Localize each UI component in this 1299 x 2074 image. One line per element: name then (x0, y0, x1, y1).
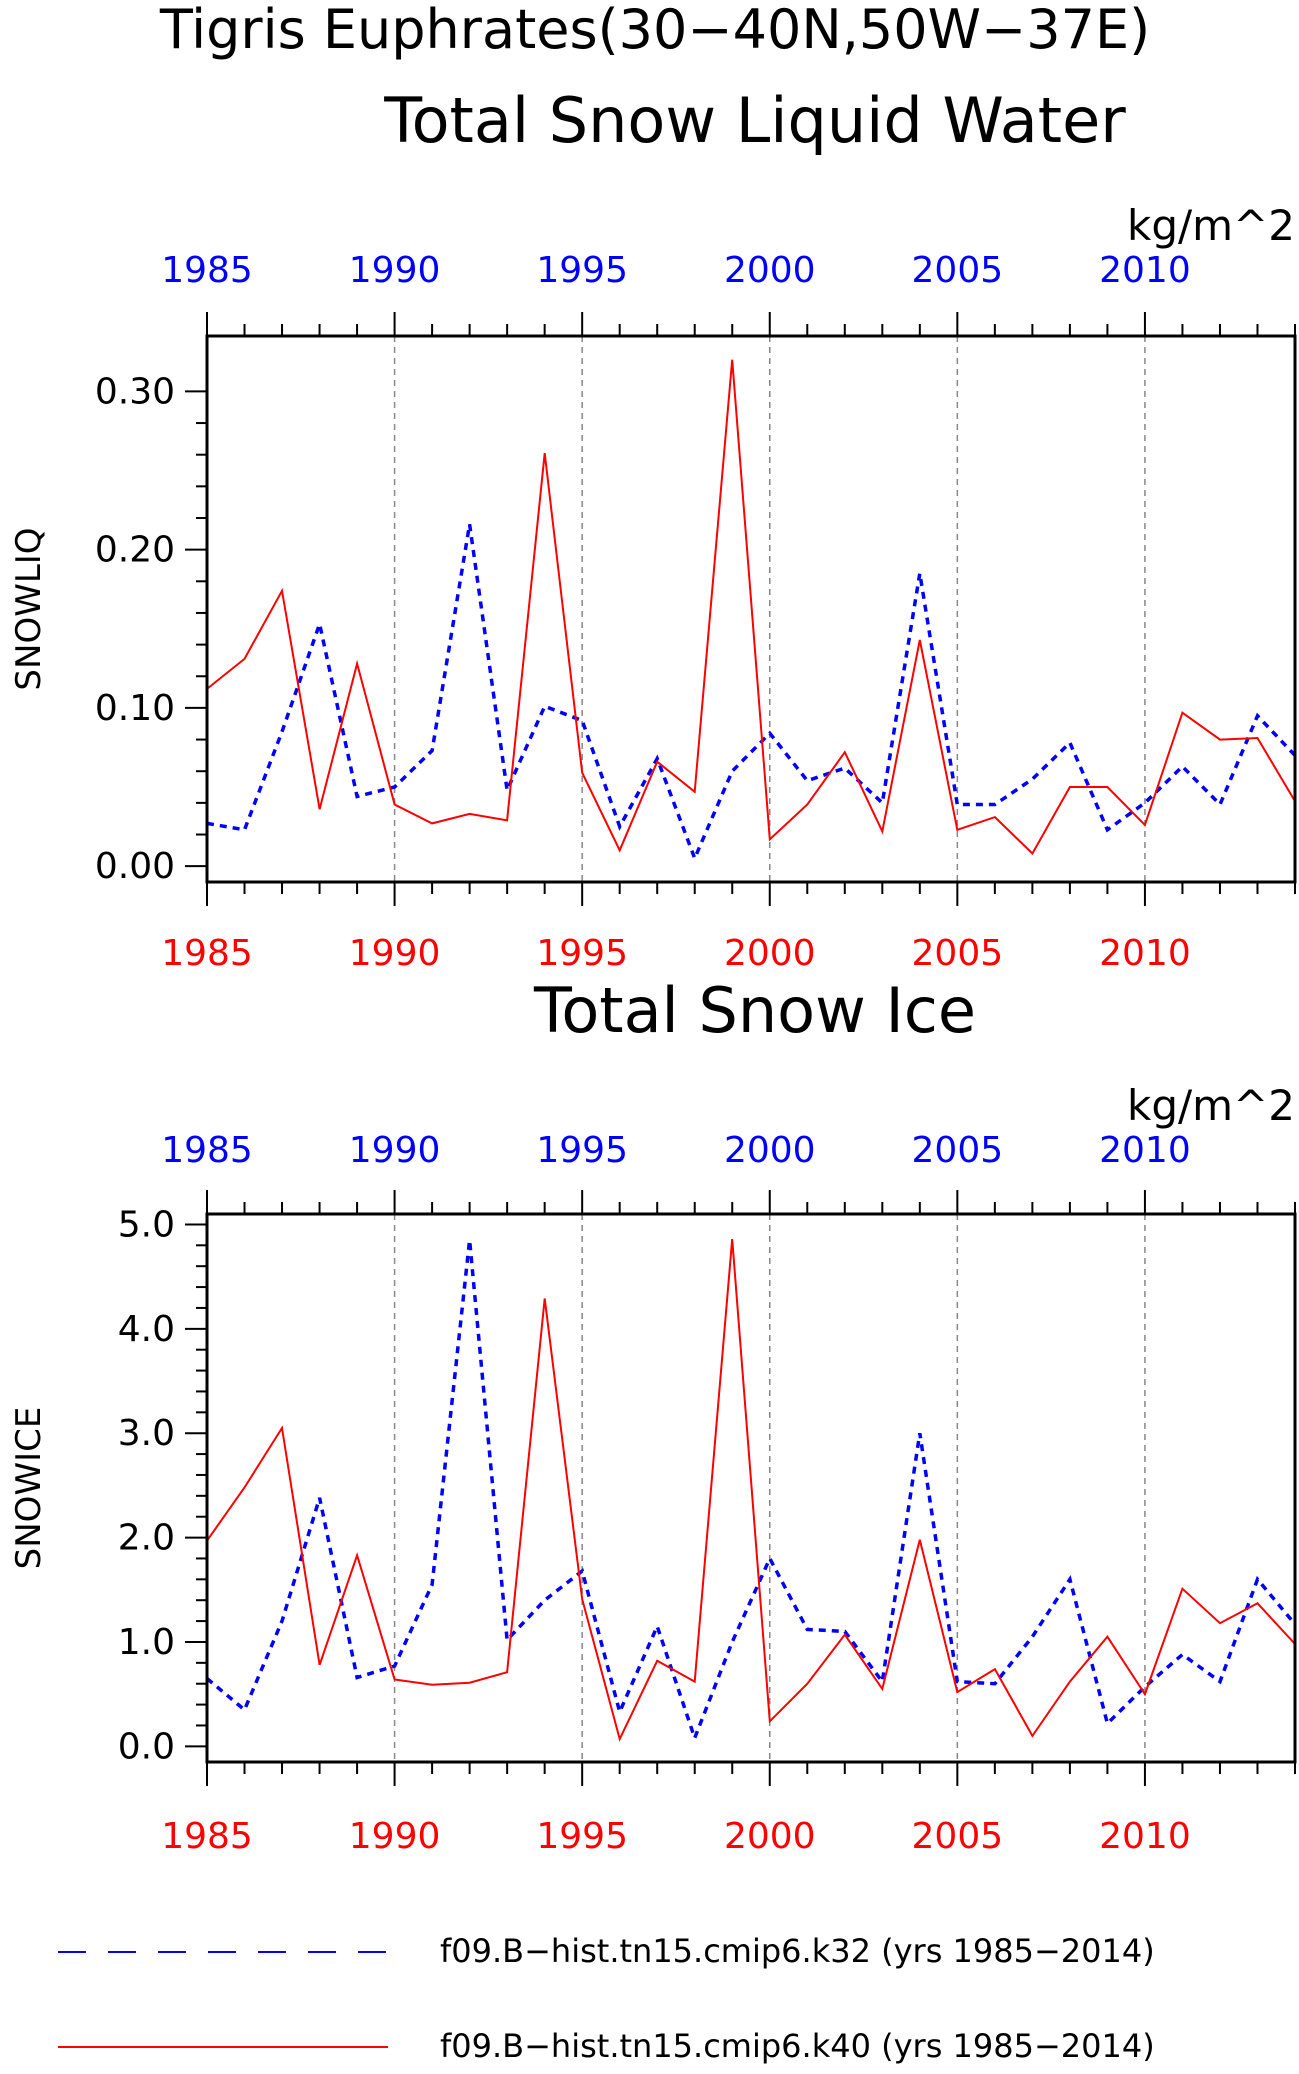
x-tick-label-top: 1990 (349, 250, 441, 291)
y-tick-label: 5.0 (118, 1204, 175, 1245)
x-tick-label-bottom: 2005 (912, 1816, 1004, 1857)
series-line-red (206, 359, 1296, 856)
y-tick-label: 0.10 (95, 688, 175, 729)
plot-frame (205, 334, 1297, 884)
y-tick-label: 1.0 (118, 1622, 175, 1663)
legend-label-k32: f09.B−hist.tn15.cmip6.k32 (yrs 1985−2014… (440, 1932, 1155, 1970)
x-tick-label-bottom: 1990 (349, 933, 441, 974)
x-tick-label-top: 1985 (161, 250, 253, 291)
y-tick-label: 2.0 (118, 1518, 175, 1559)
y-tick-label: 0.20 (95, 530, 175, 571)
legend-label-k40: f09.B−hist.tn15.cmip6.k40 (yrs 1985−2014… (440, 2027, 1155, 2065)
y-axis-label: SNOWICE (9, 1407, 49, 1570)
y-tick-label: 0.0 (118, 1726, 175, 1767)
x-tick-label-top: 1995 (536, 1130, 628, 1171)
units-label: kg/m^2 (1127, 1081, 1295, 1130)
x-tick-label-top: 1985 (161, 1130, 253, 1171)
x-tick-label-top: 2000 (724, 1130, 816, 1171)
x-tick-label-bottom: 1990 (349, 1816, 441, 1857)
x-tick-label-top: 2005 (912, 250, 1004, 291)
panel-title: Total Snow Ice (533, 974, 976, 1047)
x-tick-label-bottom: 2010 (1099, 1816, 1191, 1857)
x-tick-label-bottom: 1985 (161, 933, 253, 974)
y-axis-label: SNOWLIQ (9, 527, 49, 690)
y-tick-label: 0.00 (95, 846, 175, 887)
panel-title: Total Snow Liquid Water (383, 84, 1126, 157)
plot-frame (205, 1212, 1297, 1764)
figure-title: Tigris Euphrates(30−40N,50W−37E) (159, 0, 1150, 61)
y-tick-label: 4.0 (118, 1309, 175, 1350)
series-line-blue (205, 1239, 1297, 1744)
x-tick-label-bottom: 2005 (912, 933, 1004, 974)
x-tick-label-bottom: 2000 (724, 1816, 816, 1857)
x-tick-label-bottom: 2000 (724, 933, 816, 974)
x-tick-label-top: 2010 (1099, 1130, 1191, 1171)
panel-snowice: Total Snow Ice kg/m^2 SNOWICE 1985 1985 1990 1… (9, 974, 1297, 1857)
legend: f09.B−hist.tn15.cmip6.k32 (yrs 1985−2014… (58, 1932, 1155, 2065)
x-tick-label-bottom: 2010 (1099, 933, 1191, 974)
x-tick-label-top: 2010 (1099, 250, 1191, 291)
y-tick-label: 0.30 (95, 371, 175, 412)
y-tick-label: 3.0 (118, 1413, 175, 1454)
series-line-red (206, 1239, 1296, 1742)
x-tick-label-bottom: 1995 (536, 933, 628, 974)
x-tick-label-top: 1990 (349, 1130, 441, 1171)
x-tick-label-bottom: 1985 (161, 1816, 253, 1857)
x-tick-label-top: 2000 (724, 250, 816, 291)
x-tick-label-bottom: 1995 (536, 1816, 628, 1857)
x-tick-label-top: 2005 (912, 1130, 1004, 1171)
x-tick-label-top: 1995 (536, 250, 628, 291)
units-label: kg/m^2 (1127, 201, 1295, 250)
series-line-blue (206, 524, 1297, 863)
